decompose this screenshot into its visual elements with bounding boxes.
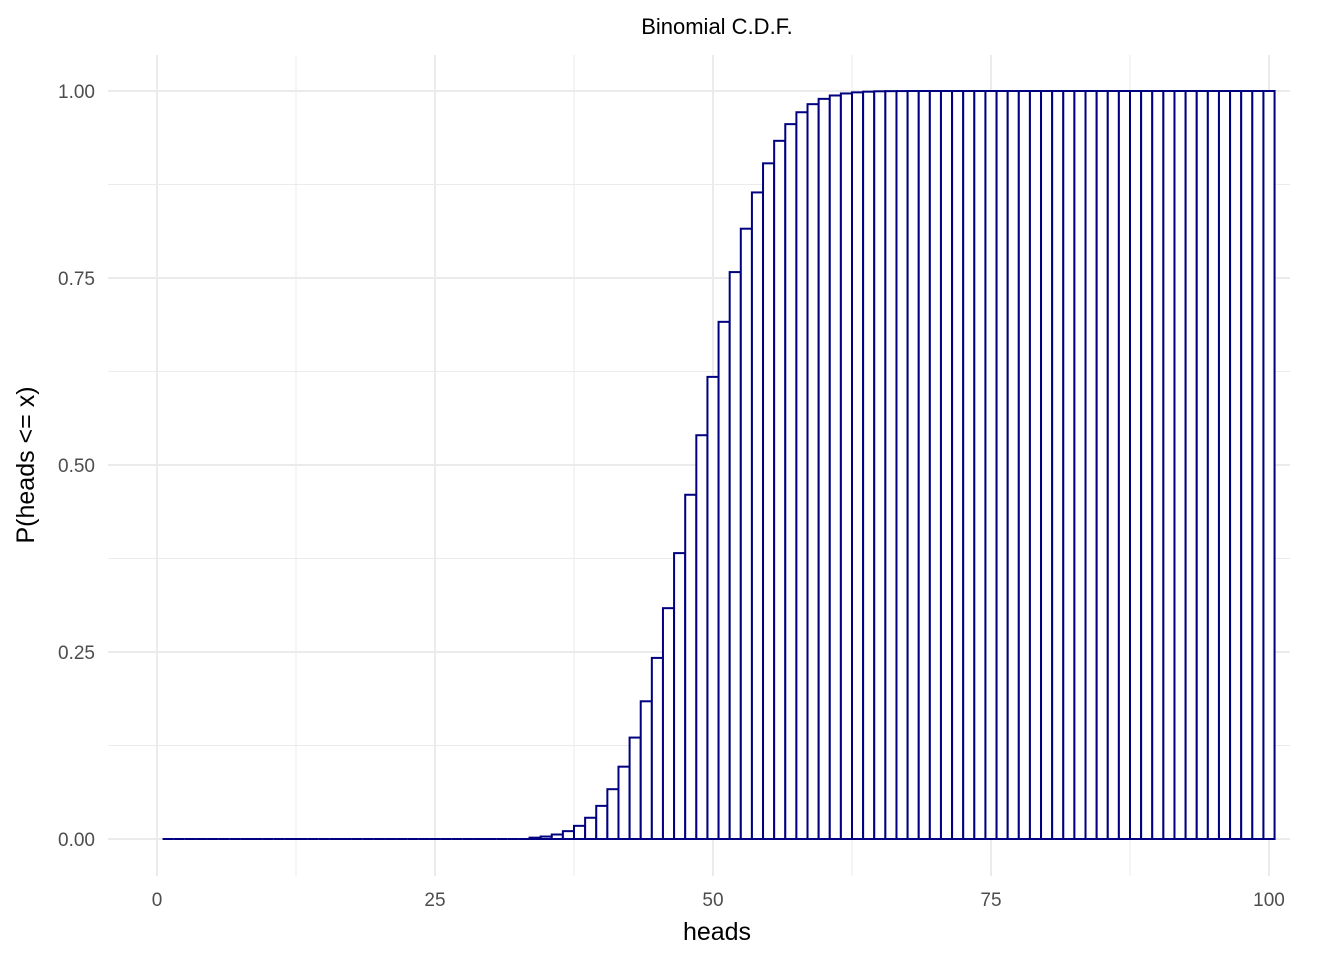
x-axis-title: heads — [683, 918, 751, 946]
bar — [1217, 90, 1232, 840]
bar — [1229, 90, 1243, 840]
chart-title: Binomial C.D.F. — [641, 14, 793, 39]
bar — [1040, 90, 1054, 840]
bar — [773, 139, 787, 841]
x-tick-label: 75 — [980, 890, 1001, 911]
bar — [1017, 90, 1031, 840]
bar — [806, 103, 820, 841]
bar — [1140, 90, 1154, 840]
bar — [1206, 90, 1220, 840]
bar — [1173, 90, 1187, 840]
bar — [873, 90, 887, 841]
bar — [539, 835, 553, 841]
bar — [939, 90, 954, 840]
bar — [1117, 90, 1132, 840]
y-tick-label: 1.00 — [58, 82, 95, 103]
bar — [951, 90, 965, 840]
x-tick-label: 50 — [702, 890, 723, 911]
y-tick-label: 0.25 — [58, 643, 95, 664]
bar — [661, 607, 676, 840]
bar — [617, 765, 631, 840]
bar — [828, 94, 842, 841]
bar — [1028, 90, 1043, 840]
bar — [1195, 90, 1209, 840]
bar — [628, 736, 642, 841]
bar — [573, 824, 587, 841]
bar — [917, 90, 931, 840]
bar — [1240, 90, 1254, 840]
x-tick-label: 100 — [1253, 890, 1285, 911]
bar — [1262, 90, 1276, 840]
bar — [851, 91, 865, 841]
bar — [784, 123, 798, 840]
bar — [962, 90, 976, 840]
bar — [928, 90, 942, 840]
bar — [1062, 90, 1076, 840]
bar — [706, 375, 720, 840]
bar — [995, 90, 1009, 840]
bar — [561, 830, 576, 840]
bar — [817, 97, 831, 840]
bar — [973, 90, 987, 840]
y-tick-label: 0.50 — [58, 456, 95, 477]
bar — [1106, 90, 1120, 840]
bar — [906, 90, 920, 840]
bar — [639, 700, 653, 841]
bars — [162, 90, 1276, 841]
bar — [728, 271, 742, 840]
bar — [884, 90, 898, 840]
bar — [1073, 90, 1087, 840]
bar — [1051, 90, 1065, 840]
x-axis-tick-labels: 0 25 50 75 100 — [152, 890, 1285, 911]
bar — [1095, 90, 1109, 840]
y-tick-label: 0.75 — [58, 269, 95, 290]
bar — [1162, 90, 1176, 840]
bar — [550, 833, 564, 841]
y-tick-label: 0.00 — [58, 830, 95, 851]
bar — [650, 656, 664, 840]
bar — [795, 111, 809, 840]
bar — [1184, 90, 1198, 840]
bar — [717, 320, 731, 840]
bar — [1151, 90, 1165, 840]
bar — [1251, 90, 1265, 840]
bar — [762, 162, 776, 840]
bar — [750, 191, 765, 841]
bar — [1006, 90, 1020, 840]
bar — [695, 434, 709, 840]
bar — [528, 836, 542, 841]
bar — [595, 804, 609, 840]
x-tick-label: 0 — [152, 890, 163, 911]
bar — [1084, 90, 1098, 840]
y-axis-title: P(heads <= x) — [12, 386, 40, 543]
bar — [862, 90, 876, 840]
bar — [1129, 90, 1143, 840]
bar — [606, 788, 620, 841]
bar — [584, 816, 598, 840]
bar — [673, 552, 687, 840]
bar — [895, 90, 909, 840]
bar — [684, 493, 698, 840]
x-tick-label: 25 — [424, 890, 445, 911]
y-axis-tick-labels: 0.00 0.25 0.50 0.75 1.00 — [58, 82, 95, 851]
bar — [839, 92, 854, 841]
bar — [984, 90, 998, 840]
bar — [739, 227, 753, 841]
